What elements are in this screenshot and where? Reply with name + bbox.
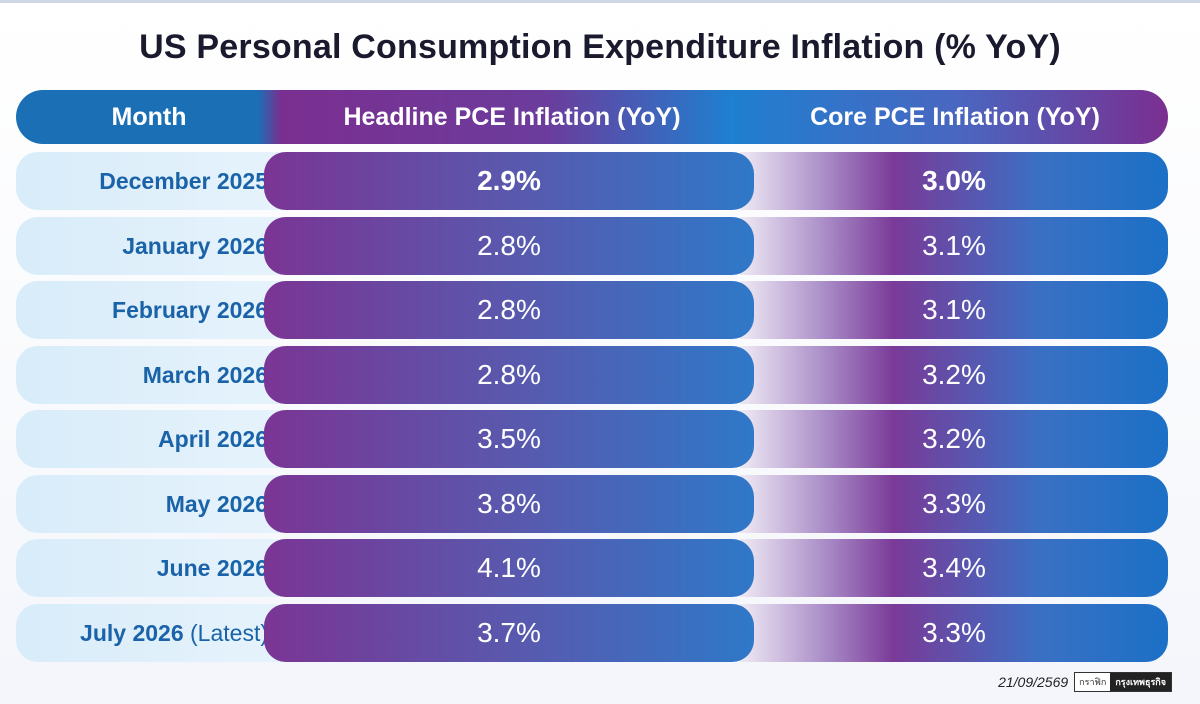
month-cell: June 2026	[16, 539, 286, 597]
month-name: December 2025	[99, 168, 268, 194]
month-label: February 2026	[112, 281, 268, 339]
month-name: February 2026	[112, 297, 268, 323]
month-cell: April 2026	[16, 410, 286, 468]
core-pce-cell: 3.1%	[740, 217, 1168, 275]
publish-date: 21/09/2569	[998, 674, 1069, 690]
table-row: April 2026 3.2% 3.5%	[16, 410, 1168, 468]
headline-pce-cell: 3.7%	[264, 604, 754, 662]
month-label: July 2026 (Latest)	[80, 604, 268, 662]
month-name: July 2026	[80, 620, 184, 646]
month-label: June 2026	[157, 539, 268, 597]
month-name: June 2026	[156, 555, 268, 581]
month-label: March 2026	[143, 346, 268, 404]
core-pce-cell: 3.3%	[740, 604, 1168, 662]
month-label: April 2026	[158, 410, 268, 468]
core-pce-cell: 3.1%	[740, 281, 1168, 339]
headline-pce-cell: 3.8%	[264, 475, 754, 533]
month-cell: March 2026	[16, 346, 286, 404]
month-name: March 2026	[142, 362, 268, 388]
core-pce-cell: 3.0%	[740, 152, 1168, 210]
month-cell: May 2026	[16, 475, 286, 533]
table-row: July 2026 (Latest) 3.3% 3.7%	[16, 604, 1168, 662]
headline-pce-cell: 4.1%	[264, 539, 754, 597]
core-pce-cell: 3.2%	[740, 346, 1168, 404]
month-name: May 2026	[165, 491, 268, 517]
column-header-headline-pce: Headline PCE Inflation (YoY)	[343, 102, 681, 131]
month-label: January 2026	[122, 217, 268, 275]
table-row: June 2026 3.4% 4.1%	[16, 539, 1168, 597]
table-row: December 2025 3.0% 2.9%	[16, 152, 1168, 210]
table-row: February 2026 3.1% 2.8%	[16, 281, 1168, 339]
headline-pce-cell: 2.8%	[264, 217, 754, 275]
headline-pce-cell: 3.5%	[264, 410, 754, 468]
headline-pce-cell: 2.9%	[264, 152, 754, 210]
table-header: Month Headline PCE Inflation (YoY) Core …	[16, 90, 1168, 144]
column-header-core-pce: Core PCE Inflation (YoY)	[810, 102, 1100, 131]
core-pce-cell: 3.4%	[740, 539, 1168, 597]
chart-title: US Personal Consumption Expenditure Infl…	[139, 28, 1061, 66]
table-row: January 2026 3.1% 2.8%	[16, 217, 1168, 275]
month-name: April 2026	[158, 426, 268, 452]
month-cell: February 2026	[16, 281, 286, 339]
core-pce-cell: 3.3%	[740, 475, 1168, 533]
footer: 21/09/2569 กราฟิก กรุงเทพธุรกิจ	[998, 672, 1172, 692]
core-pce-cell: 3.2%	[740, 410, 1168, 468]
month-cell: December 2025	[16, 152, 286, 210]
table-row: May 2026 3.3% 3.8%	[16, 475, 1168, 533]
top-divider	[0, 0, 1200, 3]
month-name: January 2026	[122, 233, 268, 259]
logo-right-text: กรุงเทพธุรกิจ	[1110, 673, 1171, 691]
column-header-month: Month	[111, 102, 187, 131]
month-label: May 2026	[166, 475, 268, 533]
logo-left-text: กราฟิก	[1075, 673, 1111, 691]
table-row: March 2026 3.2% 2.8%	[16, 346, 1168, 404]
headline-pce-cell: 2.8%	[264, 281, 754, 339]
month-cell: January 2026	[16, 217, 286, 275]
month-cell: July 2026 (Latest)	[16, 604, 286, 662]
latest-tag: (Latest)	[190, 620, 268, 646]
month-label: December 2025	[99, 152, 268, 210]
headline-pce-cell: 2.8%	[264, 346, 754, 404]
publisher-logo: กราฟิก กรุงเทพธุรกิจ	[1074, 672, 1172, 692]
